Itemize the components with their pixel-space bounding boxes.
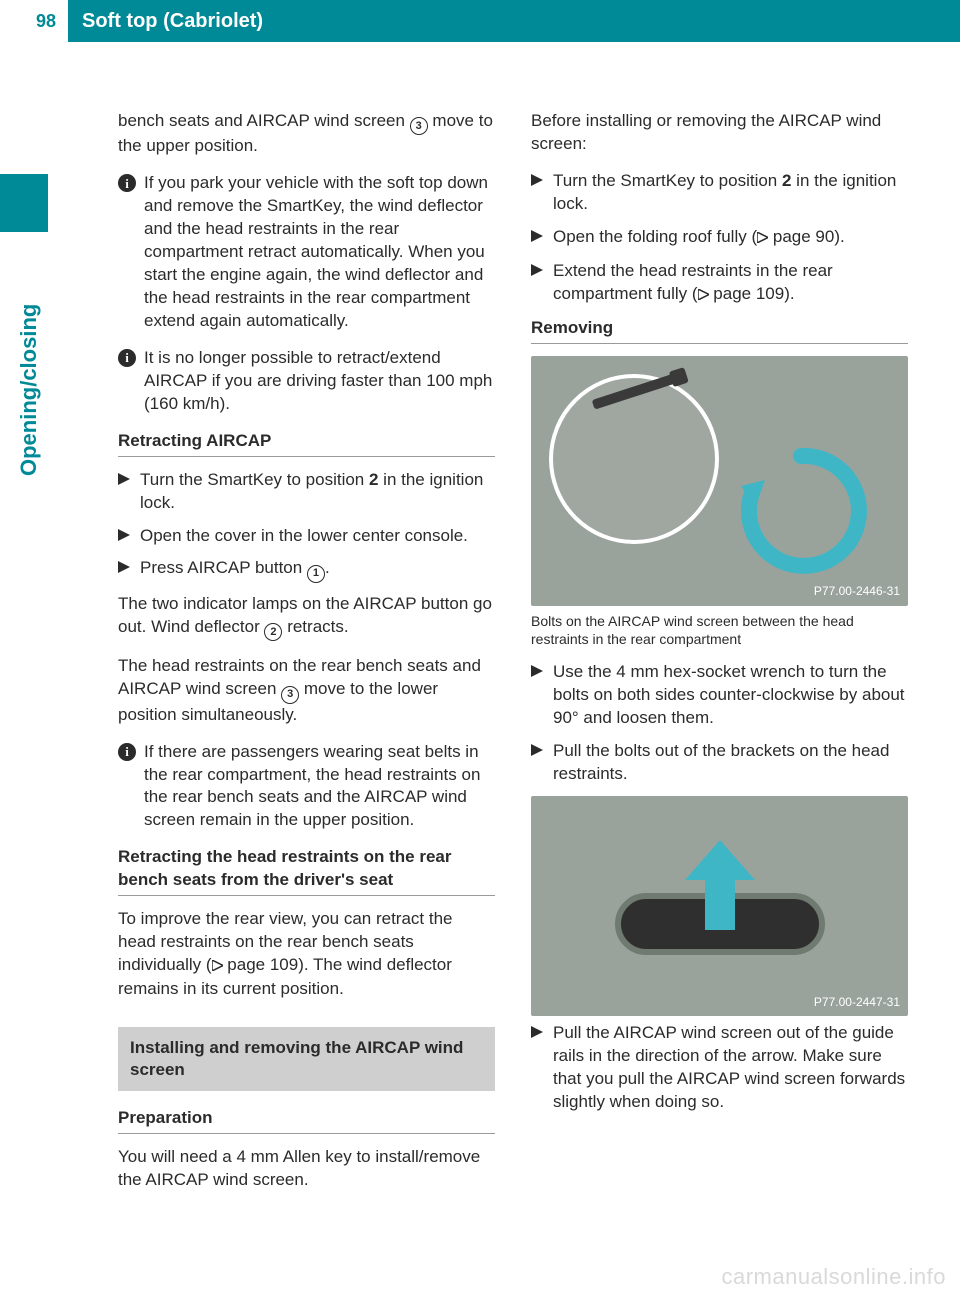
figure-bolt-detail: P77.00-2446-31 (531, 356, 908, 606)
step-text: Pull the bolts out of the brackets on th… (553, 740, 908, 786)
step-item: Open the cover in the lower center conso… (118, 525, 495, 548)
step-marker-icon (531, 665, 545, 730)
section-label-vertical: Opening/closing (14, 304, 44, 476)
content-area: bench seats and AIRCAP wind screen 3 mov… (118, 110, 908, 1206)
step-marker-icon (531, 744, 545, 786)
left-column: bench seats and AIRCAP wind screen 3 mov… (118, 110, 495, 1206)
magnifier-icon (549, 374, 719, 544)
figure-caption: Bolts on the AIRCAP wind screen between … (531, 612, 908, 650)
text: ). (784, 284, 794, 303)
info-note: i It is no longer possible to retract/ex… (118, 347, 495, 416)
callout-2: 2 (264, 623, 282, 641)
section-heading: Installing and removing the AIRCAP wind … (118, 1027, 495, 1091)
paragraph: To improve the rear view, you can retrac… (118, 908, 495, 1001)
step-text: Use the 4 mm hex-socket wrench to turn t… (553, 661, 908, 730)
paragraph: Before installing or removing the AIRCAP… (531, 110, 908, 156)
step-text: Extend the head restraints in the rear c… (553, 260, 908, 307)
info-note: i If you park your vehicle with the soft… (118, 172, 495, 333)
page-number: 98 (0, 0, 68, 42)
callout-3: 3 (410, 117, 428, 135)
step-item: Pull the AIRCAP wind screen out of the g… (531, 1022, 908, 1114)
text: retracts. (282, 617, 348, 636)
text: Press AIRCAP button (140, 558, 307, 577)
watermark: carmanualsonline.info (721, 1262, 946, 1292)
info-note: i If there are passengers wearing seat b… (118, 741, 495, 833)
text: . (325, 558, 330, 577)
info-icon: i (118, 349, 136, 367)
callout-3: 3 (281, 686, 299, 704)
text: bench seats and AIRCAP wind screen (118, 111, 410, 130)
step-marker-icon (531, 264, 545, 307)
page-ref: page 109 (713, 284, 784, 303)
page-ref-icon (212, 955, 223, 978)
text: Turn the SmartKey to position (553, 171, 782, 190)
text: Open the folding roof fully ( (553, 227, 757, 246)
up-arrow-icon (685, 840, 755, 930)
step-item: Use the 4 mm hex-socket wrench to turn t… (531, 661, 908, 730)
rotate-arrow-icon (731, 436, 871, 576)
text: Turn the SmartKey to position (140, 470, 369, 489)
info-icon: i (118, 743, 136, 761)
subheading: Retracting the head restraints on the re… (118, 846, 495, 896)
text: ). (834, 227, 844, 246)
step-text: Turn the SmartKey to position 2 in the i… (553, 170, 908, 216)
step-marker-icon (531, 230, 545, 250)
step-marker-icon (118, 473, 132, 515)
paragraph: The two indicator lamps on the AIRCAP bu… (118, 593, 495, 641)
step-text: Turn the SmartKey to position 2 in the i… (140, 469, 495, 515)
info-text: It is no longer possible to retract/exte… (144, 347, 495, 416)
page-ref-icon (698, 284, 709, 307)
step-item: Turn the SmartKey to position 2 in the i… (531, 170, 908, 216)
step-item: Pull the bolts out of the brackets on th… (531, 740, 908, 786)
page-ref: page 90 (773, 227, 834, 246)
figure-id: P77.00-2447-31 (814, 994, 900, 1010)
step-text: Press AIRCAP button 1. (140, 557, 330, 582)
right-column: Before installing or removing the AIRCAP… (531, 110, 908, 1206)
paragraph: bench seats and AIRCAP wind screen 3 mov… (118, 110, 495, 158)
step-item: Open the folding roof fully ( page 90). (531, 226, 908, 250)
side-tab (0, 174, 48, 232)
chapter-title: Soft top (Cabriolet) (68, 0, 960, 42)
step-marker-icon (118, 561, 132, 582)
info-text: If there are passengers wearing seat bel… (144, 741, 495, 833)
step-item: Turn the SmartKey to position 2 in the i… (118, 469, 495, 515)
paragraph: You will need a 4 mm Allen key to instal… (118, 1146, 495, 1192)
subheading: Preparation (118, 1107, 495, 1134)
figure-wind-screen: P77.00-2447-31 (531, 796, 908, 1016)
step-item: Extend the head restraints in the rear c… (531, 260, 908, 307)
callout-1: 1 (307, 565, 325, 583)
step-text: Open the folding roof fully ( page 90). (553, 226, 845, 250)
step-marker-icon (531, 174, 545, 216)
step-marker-icon (531, 1026, 545, 1114)
page-header: 98 Soft top (Cabriolet) (0, 0, 960, 42)
subheading: Removing (531, 317, 908, 344)
info-icon: i (118, 174, 136, 192)
step-text: Open the cover in the lower center conso… (140, 525, 468, 548)
figure-id: P77.00-2446-31 (814, 583, 900, 599)
subheading: Retracting AIRCAP (118, 430, 495, 457)
page-ref-icon (757, 227, 768, 250)
step-text: Pull the AIRCAP wind screen out of the g… (553, 1022, 908, 1114)
step-item: Press AIRCAP button 1. (118, 557, 495, 582)
paragraph: The head restraints on the rear bench se… (118, 655, 495, 726)
step-marker-icon (118, 529, 132, 548)
page-ref: page 109 (227, 955, 298, 974)
info-text: If you park your vehicle with the soft t… (144, 172, 495, 333)
